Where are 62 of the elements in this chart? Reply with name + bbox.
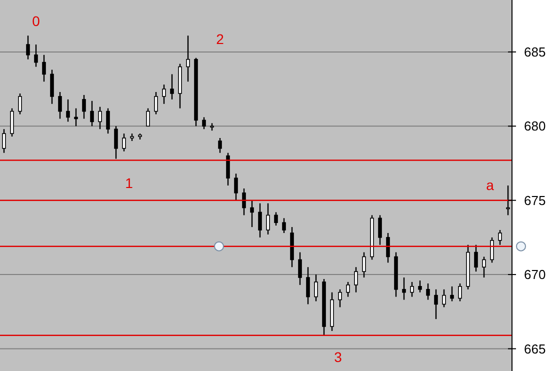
candlestick <box>426 282 430 300</box>
annotation: a <box>486 177 494 193</box>
candlestick <box>90 100 94 127</box>
y-tick-label: 675 <box>524 192 546 208</box>
candlestick <box>106 108 110 134</box>
annotation: 3 <box>334 349 342 365</box>
candlestick <box>234 173 238 201</box>
candlestick <box>186 35 190 82</box>
candlestick <box>34 44 38 68</box>
candlestick <box>434 288 438 320</box>
annotation: 1 <box>125 175 134 191</box>
candlestick <box>162 84 166 104</box>
candlestick <box>122 132 126 152</box>
candlestick <box>378 214 382 246</box>
candlestick <box>410 281 414 298</box>
candlestick <box>458 282 462 302</box>
candlestick <box>474 244 478 272</box>
candlestick <box>42 54 46 82</box>
candlestick <box>258 202 262 238</box>
candlestick <box>402 276 406 300</box>
candlestick <box>362 252 366 278</box>
candlestick <box>418 280 422 293</box>
candlestick <box>170 74 174 100</box>
candlestick <box>450 286 454 302</box>
candlestick <box>490 236 494 264</box>
candlestick <box>442 288 446 308</box>
candlestick <box>242 188 246 216</box>
candlestick <box>498 229 502 246</box>
candlestick <box>114 126 118 160</box>
candlestick <box>98 106 102 130</box>
candlestick <box>154 91 158 115</box>
candlestick <box>354 266 358 293</box>
candlestick <box>266 202 270 236</box>
candlestick <box>250 200 254 228</box>
candlestick <box>2 128 6 154</box>
candlestick <box>346 281 350 298</box>
candlestick <box>18 92 22 115</box>
candlestick <box>338 288 342 308</box>
y-tick-label: 685 <box>524 44 546 60</box>
y-tick-label: 665 <box>524 341 546 356</box>
candlestick <box>82 94 86 120</box>
candlestick <box>66 98 70 122</box>
candlestick <box>50 69 54 104</box>
annotation: 0 <box>32 13 40 29</box>
y-tick-label: 680 <box>524 118 546 134</box>
candlestick <box>202 116 206 130</box>
candlestick <box>386 232 390 264</box>
candlestick <box>298 252 302 286</box>
candlestick <box>26 35 30 60</box>
candlestick <box>482 256 486 278</box>
candlestick <box>218 137 222 154</box>
candlestick <box>274 212 278 226</box>
candlestick <box>74 108 78 127</box>
candlestick <box>306 266 310 305</box>
y-tick-label: 670 <box>524 267 546 282</box>
candlestick <box>58 91 62 120</box>
candlestick <box>226 152 230 186</box>
candlestick <box>282 218 286 234</box>
candlestick <box>10 108 14 138</box>
annotation: 2 <box>216 31 224 47</box>
candlestick <box>146 108 150 127</box>
candlestick <box>314 274 318 302</box>
